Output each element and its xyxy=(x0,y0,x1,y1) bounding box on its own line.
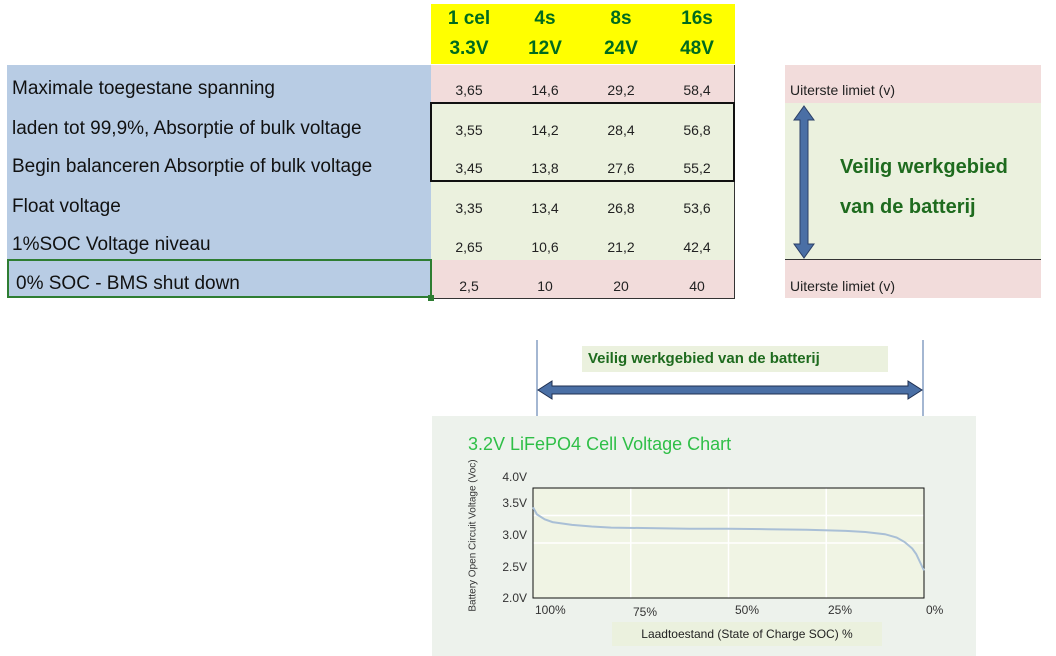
safe-range-arrow-horizontal xyxy=(536,340,924,430)
cell-r6-c3: 20 xyxy=(613,278,629,294)
cell-r3-c1: 3,45 xyxy=(455,160,483,176)
cell-r4-c1: 3,35 xyxy=(455,200,483,216)
row-label-0soc: 0% SOC - BMS shut down xyxy=(16,273,240,294)
row-label-max: Maximale toegestane spanning xyxy=(12,78,276,99)
safe-range-arrow-vertical xyxy=(793,105,815,259)
y-tick-3.5: 3.5V xyxy=(502,496,527,510)
header-col-2: 4s 12V xyxy=(507,4,583,64)
cell-r6-c1: 2,5 xyxy=(459,278,479,294)
table-header: 1 cel 3.3V 4s 12V 8s 24V 16s 48V xyxy=(431,4,735,64)
cell-r2-c2: 14,2 xyxy=(531,122,559,138)
row-label-balance: Begin balanceren Absorptie of bulk volta… xyxy=(12,156,373,177)
cell-r2-c4: 56,8 xyxy=(683,122,711,138)
header-col-3-line2: 24V xyxy=(604,38,638,59)
cell-r1-c4: 58,4 xyxy=(683,82,711,98)
chart-y-axis-label: Battery Open Circuit Voltage (Voc) xyxy=(467,459,479,612)
chart-title: 3.2V LiFePO4 Cell Voltage Chart xyxy=(468,434,732,454)
header-col-1-line1: 1 cel xyxy=(447,8,491,29)
side-limit-top-label: Uiterste limiet (v) xyxy=(790,82,896,98)
cell-r5-c3: 21,2 xyxy=(607,239,635,255)
row-label-charge: laden tot 99,9%, Absorptie of bulk volta… xyxy=(12,118,362,139)
selection-handle[interactable] xyxy=(428,295,434,301)
header-col-1-line2: 3.3V xyxy=(449,38,489,59)
cell-r4-c2: 13,4 xyxy=(531,200,559,216)
header-col-3: 8s 24V xyxy=(583,4,659,64)
cell-r5-c1: 2,65 xyxy=(455,239,483,255)
header-col-4-line2: 48V xyxy=(680,38,714,59)
side-divider xyxy=(785,259,1041,260)
side-safe-line1: Veilig werkgebied xyxy=(840,156,1008,178)
chart-x-axis-label: Laadtoestand (State of Charge SOC) % xyxy=(612,622,882,646)
voltage-curve-line xyxy=(532,506,925,571)
x-tick-0: 0% xyxy=(926,603,944,617)
cell-r2-c1: 3,55 xyxy=(455,122,483,138)
limit-row-bottom-bg xyxy=(431,260,735,298)
x-tick-75: 75% xyxy=(633,605,658,619)
cell-r6-c2: 10 xyxy=(537,278,553,294)
header-col-3-line1: 8s xyxy=(610,8,632,29)
y-tick-3.0: 3.0V xyxy=(502,528,527,542)
row-label-float: Float voltage xyxy=(12,196,121,217)
cell-r1-c2: 14,6 xyxy=(531,82,559,98)
side-limit-bottom-label: Uiterste limiet (v) xyxy=(790,278,896,294)
cell-r5-c4: 42,4 xyxy=(683,239,711,255)
cell-r3-c2: 13,8 xyxy=(531,160,559,176)
plot-frame xyxy=(532,487,925,599)
side-limit-bottom xyxy=(785,260,1041,298)
safe-range-banner: Veilig werkgebied van de batterij xyxy=(582,346,888,372)
cell-r1-c1: 3,65 xyxy=(455,82,483,98)
row-label-1soc: 1%SOC Voltage niveau xyxy=(12,234,211,255)
table-right-border xyxy=(734,65,735,299)
cell-r3-c3: 27,6 xyxy=(607,160,635,176)
header-col-1: 1 cel 3.3V xyxy=(431,4,507,64)
cell-r1-c3: 29,2 xyxy=(607,82,635,98)
x-tick-100: 100% xyxy=(535,603,566,617)
selected-cell[interactable] xyxy=(7,259,432,298)
table-bottom-border xyxy=(431,298,735,299)
cell-r4-c3: 26,8 xyxy=(607,200,635,216)
side-limit-top xyxy=(785,65,1041,103)
cell-r2-c3: 28,4 xyxy=(607,122,635,138)
header-col-4-line1: 16s xyxy=(681,8,713,29)
side-safe-area xyxy=(785,103,1041,260)
cell-r4-c4: 53,6 xyxy=(683,200,711,216)
cell-r5-c2: 10,6 xyxy=(531,239,559,255)
y-tick-4.0: 4.0V xyxy=(502,470,527,484)
x-tick-50: 50% xyxy=(735,603,760,617)
cell-r6-c4: 40 xyxy=(689,278,705,294)
balance-box xyxy=(430,102,735,182)
chart-plot-area xyxy=(532,487,925,599)
header-col-4: 16s 48V xyxy=(659,4,735,64)
side-safe-line2: van de batterij xyxy=(840,196,976,218)
header-col-2-line1: 4s xyxy=(534,8,556,29)
x-tick-25: 25% xyxy=(828,603,853,617)
limit-row-top-bg xyxy=(431,65,735,103)
y-tick-2.0: 2.0V xyxy=(502,591,527,605)
header-col-2-line2: 12V xyxy=(528,38,562,59)
cell-r3-c4: 55,2 xyxy=(683,160,711,176)
y-tick-2.5: 2.5V xyxy=(502,560,527,574)
